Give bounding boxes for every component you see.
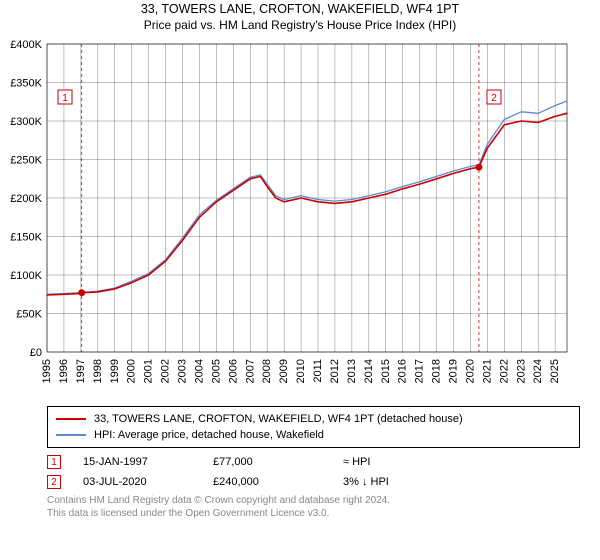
svg-text:2012: 2012 (329, 359, 341, 383)
svg-text:1995: 1995 (41, 359, 53, 383)
svg-text:1998: 1998 (92, 359, 104, 383)
cell-price: £240,000 (213, 476, 343, 488)
svg-text:1999: 1999 (109, 359, 121, 383)
svg-text:2019: 2019 (448, 359, 460, 383)
svg-text:2013: 2013 (346, 359, 358, 383)
chart-container: £0 £50K £100K £150K £200K £250K £300K £350K £400… (0, 32, 595, 402)
marker-badge: 1 (47, 455, 61, 469)
svg-text:1996: 1996 (58, 359, 70, 383)
marker-table: 1 15-JAN-1997£77,000≈ HPI 2 03-JUL-2020£240… (47, 452, 580, 492)
svg-text:£150K: £150K (10, 232, 42, 244)
svg-text:2020: 2020 (464, 359, 476, 383)
svg-text:2007: 2007 (244, 359, 256, 383)
price-chart: £0 £50K £100K £150K £200K £250K £300K £350K £400… (0, 32, 595, 402)
svg-text:£0: £0 (30, 347, 42, 359)
svg-text:2004: 2004 (193, 359, 205, 383)
svg-text:£250K: £250K (10, 155, 42, 167)
cell-date: 15-JAN-1997 (83, 456, 213, 468)
legend-label: 33, TOWERS LANE, CROFTON, WAKEFIELD, WF4… (94, 413, 463, 425)
svg-text:2021: 2021 (481, 359, 493, 383)
svg-text:2003: 2003 (177, 359, 189, 383)
legend-swatch (56, 434, 86, 436)
legend-swatch (56, 418, 86, 420)
legend-label: HPI: Average price, detached house, Wake… (94, 429, 324, 441)
svg-text:£50K: £50K (16, 309, 42, 321)
footer-line: Contains HM Land Registry data © Crown c… (47, 494, 580, 507)
table-row: 1 15-JAN-1997£77,000≈ HPI (47, 452, 580, 472)
cell-date: 03-JUL-2020 (83, 476, 213, 488)
svg-text:£100K: £100K (10, 270, 42, 282)
marker-badge: 2 (47, 475, 61, 489)
svg-text:2016: 2016 (397, 359, 409, 383)
svg-text:£200K: £200K (10, 193, 42, 205)
table-row: 2 03-JUL-2020£240,0003% ↓ HPI (47, 472, 580, 492)
svg-text:1: 1 (62, 93, 68, 104)
svg-text:2017: 2017 (414, 359, 426, 383)
svg-text:2022: 2022 (498, 359, 510, 383)
cell-price: £77,000 (213, 456, 343, 468)
legend-item: 33, TOWERS LANE, CROFTON, WAKEFIELD, WF4… (56, 411, 571, 427)
svg-text:2002: 2002 (160, 359, 172, 383)
svg-text:£350K: £350K (10, 78, 42, 90)
svg-text:2006: 2006 (227, 359, 239, 383)
legend: 33, TOWERS LANE, CROFTON, WAKEFIELD, WF4… (47, 406, 580, 448)
page-title: 33, TOWERS LANE, CROFTON, WAKEFIELD, WF4… (0, 2, 600, 16)
svg-text:2009: 2009 (278, 359, 290, 383)
svg-text:2024: 2024 (532, 359, 544, 383)
svg-text:£300K: £300K (10, 116, 42, 128)
attribution-footer: Contains HM Land Registry data © Crown c… (47, 494, 580, 520)
footer-line: This data is licensed under the Open Gov… (47, 507, 580, 520)
svg-text:2025: 2025 (549, 359, 561, 383)
page-subtitle: Price paid vs. HM Land Registry's House … (0, 18, 600, 32)
svg-text:2014: 2014 (363, 359, 375, 383)
svg-text:2001: 2001 (143, 359, 155, 383)
svg-text:2: 2 (491, 93, 497, 104)
svg-text:£400K: £400K (10, 39, 42, 51)
svg-text:1997: 1997 (75, 359, 87, 383)
svg-text:2011: 2011 (312, 359, 324, 383)
legend-item: HPI: Average price, detached house, Wake… (56, 427, 571, 443)
cell-delta: ≈ HPI (343, 456, 443, 468)
svg-text:2010: 2010 (295, 359, 307, 383)
cell-delta: 3% ↓ HPI (343, 476, 443, 488)
svg-text:2008: 2008 (261, 359, 273, 383)
svg-text:2023: 2023 (515, 359, 527, 383)
svg-text:2018: 2018 (431, 359, 443, 383)
svg-text:2005: 2005 (210, 359, 222, 383)
svg-text:2015: 2015 (380, 359, 392, 383)
svg-text:2000: 2000 (126, 359, 138, 383)
